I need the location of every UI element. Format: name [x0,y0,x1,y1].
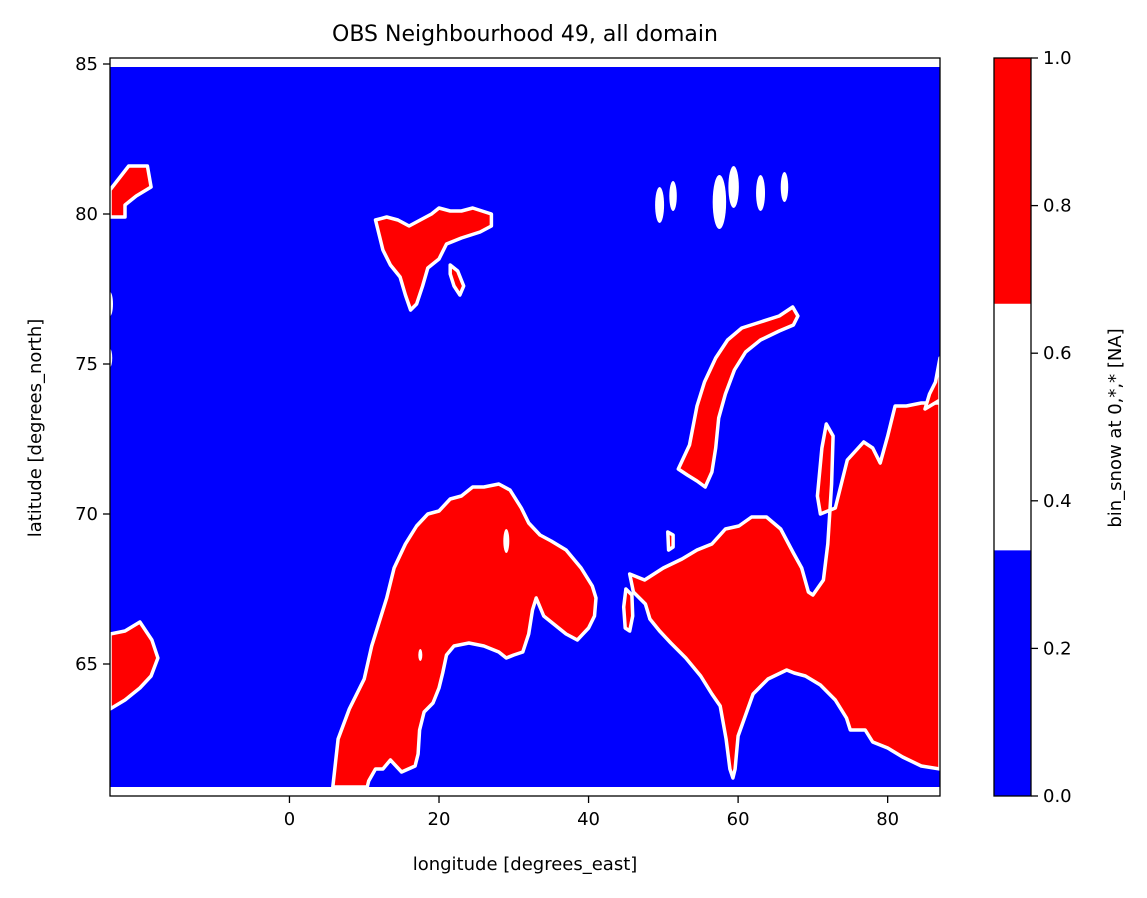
x-tick-label: 80 [876,809,899,830]
islet-4 [756,175,766,211]
islet-5 [780,172,789,202]
colorbar-bin-1 [994,303,1031,551]
colorbar-frame [993,57,1032,797]
x-axis-label: longitude [degrees_east] [413,854,638,875]
colorbar-tick-label: 1.0 [1043,48,1072,69]
land-region-svalbard [373,206,494,312]
map-layer [110,67,940,789]
x-tick-label: 60 [727,809,750,830]
islet-2 [712,175,727,229]
y-axis-ticks: 65 70 75 80 85 [75,54,110,675]
plot-frame [109,57,941,797]
colorbar-bin-2 [994,58,1031,304]
y-tick-label: 85 [75,54,98,75]
land-region-kolguev [666,530,675,552]
x-tick-label: 40 [577,809,600,830]
colorbar-tick-label: 0.0 [1043,786,1072,807]
colorbar [994,58,1031,796]
land-region-scandinavia [331,482,598,789]
islet-8 [503,529,510,553]
colorbar-label: bin_snow at 0,*,* [NA] [1105,328,1126,527]
colorbar-ticks: 0.0 0.2 0.4 0.6 0.8 1.0 [1031,48,1072,807]
land-region-iceland [110,620,160,711]
x-tick-label: 20 [428,809,451,830]
colorbar-bin-0 [994,550,1031,796]
land-region-svalbard-south [448,263,466,297]
y-tick-label: 75 [75,354,98,375]
colorbar-tick-label: 0.6 [1043,343,1072,364]
colorbar-tick-label: 0.4 [1043,491,1072,512]
islet-6 [110,292,113,316]
y-tick-label: 65 [75,654,98,675]
islet-1 [669,181,677,211]
y-axis-label: latitude [degrees_north] [25,319,46,538]
y-tick-label: 70 [75,504,98,525]
colorbar-tick-label: 0.8 [1043,196,1072,217]
islet-9 [418,649,423,661]
islet-0 [655,187,665,223]
chart-title: OBS Neighbourhood 49, all domain [332,22,718,47]
x-tick-label: 0 [284,809,295,830]
land-region-greenland [110,164,153,219]
land-region-kanin [621,587,635,633]
x-axis-ticks: 0 20 40 60 80 [284,796,899,830]
colorbar-tick-label: 0.2 [1043,638,1072,659]
islet-3 [728,166,739,208]
land-region-severnaya-zemlya [923,356,940,411]
land-region-novaya-zemlya [676,305,800,489]
y-tick-label: 80 [75,204,98,225]
